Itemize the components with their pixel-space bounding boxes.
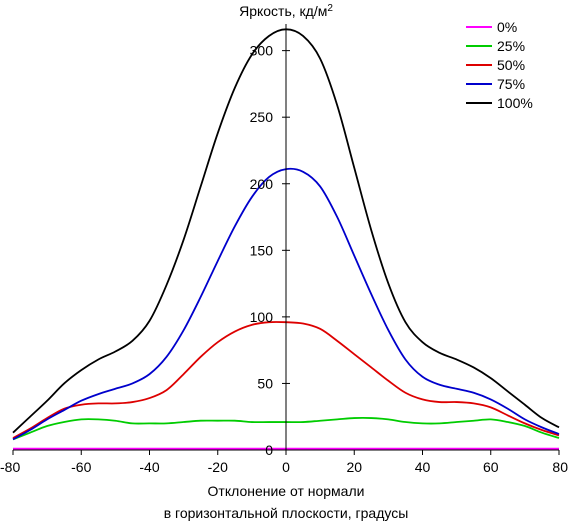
legend: 0% 25% 50% 75% 100% [466, 19, 533, 111]
legend-label-2: 50% [497, 57, 525, 73]
x-axis-label-line-1: Отклонение от нормали [208, 483, 365, 499]
y-tick-label: 150 [250, 242, 274, 258]
y-tick-label: 300 [250, 43, 274, 59]
x-tick-label: 0 [282, 459, 290, 475]
y-tick-label: 50 [257, 375, 273, 391]
y-tick-label: 200 [250, 176, 274, 192]
x-tick-label: -80 [0, 459, 20, 475]
y-tick-label: 250 [250, 109, 274, 125]
legend-label-0: 0% [497, 19, 517, 35]
chart-title-text: Яркость, кд/м [239, 3, 327, 19]
legend-label-4: 100% [497, 95, 533, 111]
x-tick-label: -20 [208, 459, 228, 475]
x-axis-label-line-2: в горизонтальной плоскости, градусы [164, 505, 409, 521]
x-tick-label: -40 [139, 459, 159, 475]
legend-label-1: 25% [497, 38, 525, 54]
legend-label-3: 75% [497, 76, 525, 92]
chart-title: Яркость, кд/м2 [239, 3, 333, 19]
x-tick-label: 60 [483, 459, 499, 475]
y-ticks: 0 50 100 150 200 250 300 [250, 43, 290, 458]
x-tick-label: -60 [71, 459, 91, 475]
y-tick-label: 0 [265, 442, 273, 458]
x-ticks: -80 -60 -40 -20 0 20 40 60 80 [0, 450, 568, 475]
x-tick-label: 40 [415, 459, 431, 475]
chart-title-superscript: 2 [327, 3, 333, 14]
x-tick-label: 80 [552, 459, 568, 475]
x-tick-label: 20 [346, 459, 362, 475]
y-tick-label: 100 [250, 309, 274, 325]
